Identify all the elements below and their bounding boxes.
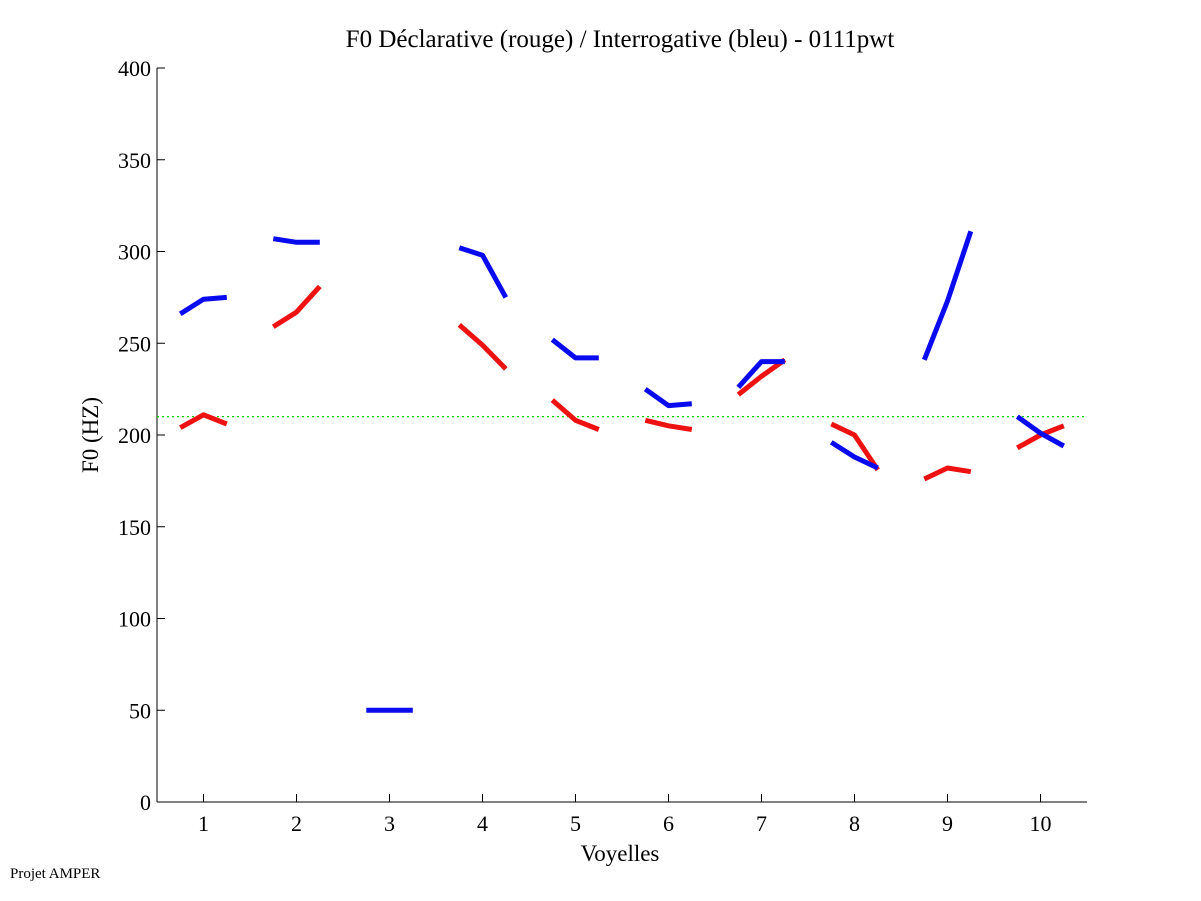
y-tick-label: 400 bbox=[118, 56, 151, 81]
series-interrogative-vowel-1 bbox=[178, 294, 227, 317]
series-interrogative-vowel-8 bbox=[829, 440, 879, 471]
chart-title: F0 Déclarative (rouge) / Interrogative (… bbox=[346, 26, 895, 53]
series-declarative-vowel-7 bbox=[736, 357, 787, 397]
plot-area: 0 50 100 150 200 250 300 350 400 1 2 3 4 5 6 7 8 9 10 bbox=[118, 56, 1087, 836]
series-declarative-vowel-8 bbox=[830, 421, 880, 472]
y-tick-label: 50 bbox=[129, 698, 151, 723]
y-tick-label: 150 bbox=[118, 515, 151, 540]
series-interrogative-vowel-5 bbox=[550, 337, 599, 361]
y-tick-label: 200 bbox=[118, 423, 151, 448]
x-tick-label: 10 bbox=[1030, 811, 1052, 836]
x-tick-label: 2 bbox=[291, 811, 302, 836]
x-tick-label: 4 bbox=[477, 811, 488, 836]
series-interrogative-vowel-10 bbox=[1015, 414, 1066, 449]
y-axis-label: F0 (HZ) bbox=[78, 397, 103, 473]
series-interrogative-vowel-6 bbox=[643, 387, 692, 409]
series-declarative-vowel-9 bbox=[923, 465, 972, 482]
series-declarative-vowel-5 bbox=[550, 398, 600, 432]
footer-credit: Projet AMPER bbox=[10, 866, 100, 882]
series-interrogative-vowel-4 bbox=[458, 245, 508, 299]
x-tick-label: 7 bbox=[756, 811, 767, 836]
x-tick-label: 6 bbox=[663, 811, 674, 836]
series-interrogative-vowel-9 bbox=[921, 230, 974, 361]
x-tick-label: 5 bbox=[570, 811, 581, 836]
y-tick-label: 250 bbox=[118, 331, 151, 356]
y-tick-label: 300 bbox=[118, 240, 151, 265]
x-tick-label: 1 bbox=[198, 811, 209, 836]
x-tick-label: 8 bbox=[849, 811, 860, 836]
y-tick-label: 100 bbox=[118, 607, 151, 632]
series-interrogative-vowel-2 bbox=[272, 236, 320, 245]
x-tick-label: 3 bbox=[384, 811, 395, 836]
series-declarative-vowel-1 bbox=[179, 412, 228, 430]
x-tick-label: 9 bbox=[942, 811, 953, 836]
y-tick-label: 350 bbox=[118, 148, 151, 173]
x-axis-label: Voyelles bbox=[581, 841, 660, 866]
series-interrogative-vowel-7 bbox=[736, 359, 785, 389]
series-declarative-vowel-4 bbox=[457, 323, 508, 371]
y-tick-label: 0 bbox=[140, 790, 151, 815]
series-declarative-vowel-6 bbox=[644, 417, 693, 432]
series-declarative-vowel-2 bbox=[271, 284, 322, 329]
